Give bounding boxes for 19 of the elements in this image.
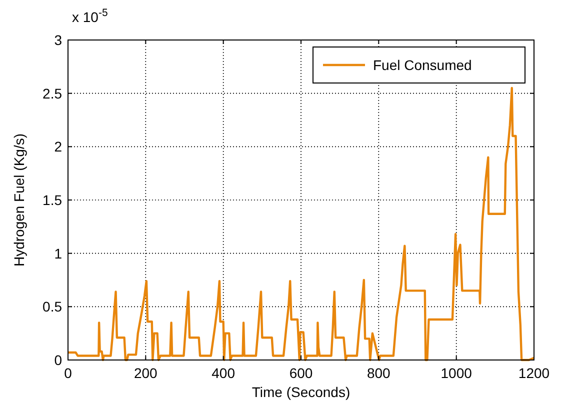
y-tick-label: 2	[54, 138, 62, 155]
x-tick-label: 200	[134, 365, 158, 381]
y-tick-label: 0	[54, 352, 62, 368]
x-tick-label: 0	[64, 365, 72, 381]
y-tick-label: 1	[54, 245, 62, 262]
y-tick-label: 1.5	[42, 192, 62, 208]
x-tick-label: 1000	[440, 365, 472, 381]
x-tick-label: 400	[212, 365, 236, 381]
x-axis-title: Time (Seconds)	[252, 384, 350, 400]
x-tick-label: 1200	[518, 365, 550, 381]
y-tick-label: 0.5	[42, 298, 62, 315]
y-axis-title: Hydrogen Fuel (Kg/s)	[11, 133, 27, 267]
x-tick-label: 600	[289, 365, 313, 381]
legend-label: Fuel Consumed	[373, 57, 472, 73]
line-series	[66, 86, 536, 362]
x-tick-label: 800	[366, 365, 391, 381]
text: x 10$^{-5}$	[72, 7, 108, 25]
y-tick-label: 3	[54, 32, 62, 48]
y-tick-label: 2.5	[42, 85, 62, 102]
